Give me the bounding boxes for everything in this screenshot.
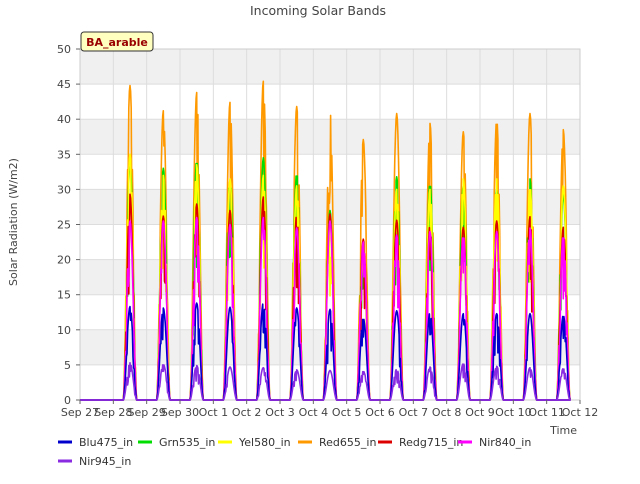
x-tick-label: Oct 1 <box>199 406 229 419</box>
y-tick-label: 30 <box>57 183 71 196</box>
x-tick-label: Oct 12 <box>562 406 599 419</box>
legend-item-redg715-in: Redg715_in <box>378 436 463 449</box>
legend: Blu475_in Grn535_in Yel580_in Red655_in Redg… <box>58 436 531 468</box>
x-tick-label: Sep 28 <box>94 406 132 419</box>
x-tick-label: Oct 8 <box>432 406 462 419</box>
legend-label: Redg715_in <box>399 436 463 449</box>
annotation-text: BA_arable <box>86 36 148 49</box>
x-tick-label: Oct 9 <box>465 406 495 419</box>
y-tick-label: 15 <box>57 289 71 302</box>
x-tick-label: Oct 10 <box>495 406 532 419</box>
x-axis-label: Time <box>549 424 577 437</box>
x-tick-label: Oct 5 <box>332 406 362 419</box>
y-axis: 0 5 10 15 20 25 30 35 40 45 50 <box>57 43 80 407</box>
y-tick-label: 20 <box>57 254 71 267</box>
y-tick-label: 35 <box>57 148 71 161</box>
y-tick-label: 10 <box>57 324 71 337</box>
annotation-box: BA_arable <box>80 31 154 52</box>
x-tick-label: Oct 11 <box>528 406 565 419</box>
y-axis-label: Solar Radiation (W/m2) <box>7 158 20 286</box>
x-tick-label: Oct 7 <box>399 406 429 419</box>
legend-item-blu475-in: Blu475_in <box>58 436 133 449</box>
x-tick-label: Oct 4 <box>299 406 329 419</box>
y-tick-label: 40 <box>57 113 71 126</box>
legend-item-nir840-in: Nir840_in <box>458 436 531 449</box>
legend-label: Red655_in <box>319 436 376 449</box>
x-tick-label: Sep 30 <box>161 406 199 419</box>
legend-label: Yel580_in <box>238 436 291 449</box>
y-tick-label: 50 <box>57 43 71 56</box>
legend-label: Grn535_in <box>159 436 215 449</box>
legend-item-grn535-in: Grn535_in <box>138 436 215 449</box>
legend-item-red655-in: Red655_in <box>298 436 376 449</box>
legend-label: Nir840_in <box>479 436 531 449</box>
x-tick-label: Sep 27 <box>61 406 99 419</box>
legend-label: Nir945_in <box>79 455 131 468</box>
y-tick-label: 45 <box>57 78 71 91</box>
y-tick-label: 0 <box>64 394 71 407</box>
x-tick-label: Oct 3 <box>265 406 295 419</box>
annotation-background <box>80 31 154 52</box>
x-tick-label: Oct 6 <box>365 406 395 419</box>
y-tick-label: 25 <box>57 219 71 232</box>
grid-band <box>80 329 580 365</box>
legend-item-nir945-in: Nir945_in <box>58 455 131 468</box>
y-tick-label: 5 <box>64 359 71 372</box>
chart-title: Incoming Solar Bands <box>250 3 386 18</box>
legend-label: Blu475_in <box>79 436 133 449</box>
grid-band <box>80 49 580 85</box>
x-tick-label: Sep 29 <box>128 406 166 419</box>
x-tick-label: Oct 2 <box>232 406 262 419</box>
legend-item-yel580-in: Yel580_in <box>218 436 291 449</box>
